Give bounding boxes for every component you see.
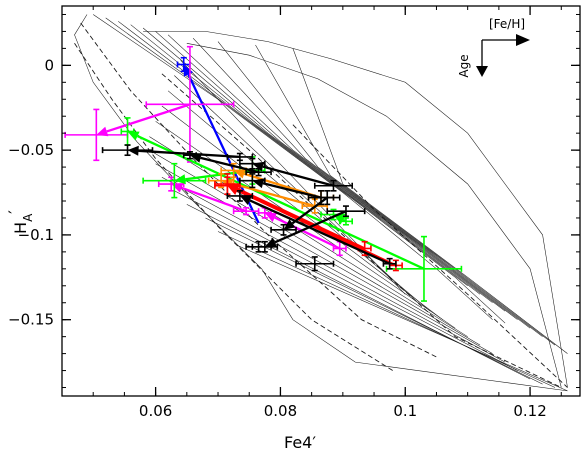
age-arrow-head — [476, 66, 488, 77]
x-tick-label-2: 0.1 — [393, 402, 417, 420]
vector-10-shaft — [236, 187, 366, 250]
trend-inset: [Fe/H] Age — [457, 17, 530, 78]
y-tick-label-0: 0 — [44, 56, 54, 74]
x-axis-label: Fe4′ — [284, 433, 316, 452]
model-grid-line-22 — [142, 27, 493, 303]
vector-4-shaft — [137, 135, 425, 270]
model-grid-line-20 — [118, 21, 468, 287]
vector-7-shaft — [231, 182, 316, 208]
vector-4-arrowhead — [127, 131, 140, 141]
y-tick-label-3: −0.15 — [8, 311, 54, 329]
feh-arrow-head — [516, 34, 530, 46]
vector-16-arrowhead — [283, 219, 296, 230]
model-grid-line-0 — [74, 43, 394, 371]
model-grid-line-27 — [255, 44, 556, 346]
y-axis-label-main: H — [11, 222, 30, 234]
model-grid-line-15 — [205, 217, 543, 385]
vector-2-shaft — [181, 186, 247, 213]
vector-12 — [182, 151, 272, 177]
vector-17-shaft — [249, 199, 391, 265]
vector-13 — [239, 157, 354, 192]
model-grid-line-28 — [292, 48, 568, 354]
model-grid-line-13 — [174, 190, 518, 371]
vector-17-arrowhead — [239, 195, 252, 206]
vector-18 — [295, 256, 335, 272]
model-grid-line-3 — [292, 124, 568, 388]
y-tick-label-1: −0.05 — [8, 141, 54, 159]
vector-14-arrowhead — [252, 178, 265, 189]
vector-1-shaft — [106, 103, 191, 133]
y-axis-label: HA′ — [5, 210, 35, 234]
vector-6-arrowhead — [333, 214, 346, 225]
model-grid-line-9 — [149, 136, 468, 337]
model-grid-line-31 — [74, 14, 568, 392]
model-grid-line-25 — [192, 38, 531, 329]
vector-3-arrowhead — [264, 212, 277, 223]
model-grid-line-2 — [161, 73, 562, 388]
axis-ticks: 0.06 0.08 0.1 0.12 0 −0.05 −0.1 −0.15 — [8, 6, 580, 420]
model-grid-line-29 — [143, 31, 568, 388]
vector-9-shaft — [236, 189, 397, 267]
vector-13-shaft — [262, 165, 334, 187]
svg-text:HA′: HA′ — [5, 210, 35, 234]
model-grid-line-21 — [130, 24, 481, 295]
vector-11-arrowhead — [127, 145, 139, 156]
vector-6 — [320, 208, 354, 226]
age-label: Age — [457, 54, 471, 77]
vector-13-arrowhead — [252, 161, 265, 172]
vector-3-shaft — [274, 216, 341, 250]
vector-16-shaft — [291, 196, 328, 225]
vector-10-arrowhead — [227, 184, 240, 194]
model-grid — [74, 14, 568, 392]
vector-12-shaft — [200, 156, 259, 174]
x-tick-label-0: 0.06 — [139, 402, 172, 420]
x-tick-label-1: 0.08 — [264, 402, 297, 420]
y-axis-label-subscript: A — [21, 213, 35, 222]
vector-8-arrowhead — [233, 168, 246, 179]
vector-1 — [64, 45, 235, 163]
vector-6-shaft — [342, 218, 347, 223]
model-grid-line-11 — [155, 163, 493, 354]
model-grid-line-12 — [161, 177, 506, 363]
vector-4 — [120, 117, 463, 302]
vector-12-arrowhead — [189, 153, 202, 163]
vector-16 — [270, 190, 341, 236]
model-grid-line-30 — [186, 43, 562, 388]
vector-0-arrowhead — [183, 64, 193, 77]
vector-2 — [157, 176, 260, 216]
model-grid-line-16 — [217, 231, 556, 388]
vector-10 — [214, 173, 372, 257]
model-grid-line-24 — [167, 34, 518, 320]
y-tick-label-2: −0.1 — [18, 226, 54, 244]
feh-label: [Fe/H] — [489, 17, 525, 31]
x-tick-label-3: 0.12 — [513, 402, 546, 420]
vector-17 — [226, 190, 397, 270]
model-grid-line-10 — [149, 149, 481, 346]
model-grid-line-26 — [217, 41, 543, 337]
vector-14-shaft — [262, 182, 322, 199]
y-axis-label-prime: ′ — [5, 210, 24, 214]
vector-1-arrowhead — [96, 126, 109, 137]
model-grid-line-18 — [93, 14, 493, 320]
vector-15-arrowhead — [264, 237, 277, 247]
vector-19 — [245, 240, 272, 253]
vector-5-arrowhead — [174, 174, 186, 185]
model-grid-line-17 — [236, 244, 568, 392]
data-vectors — [64, 45, 463, 302]
model-grid-line-23 — [155, 31, 506, 312]
